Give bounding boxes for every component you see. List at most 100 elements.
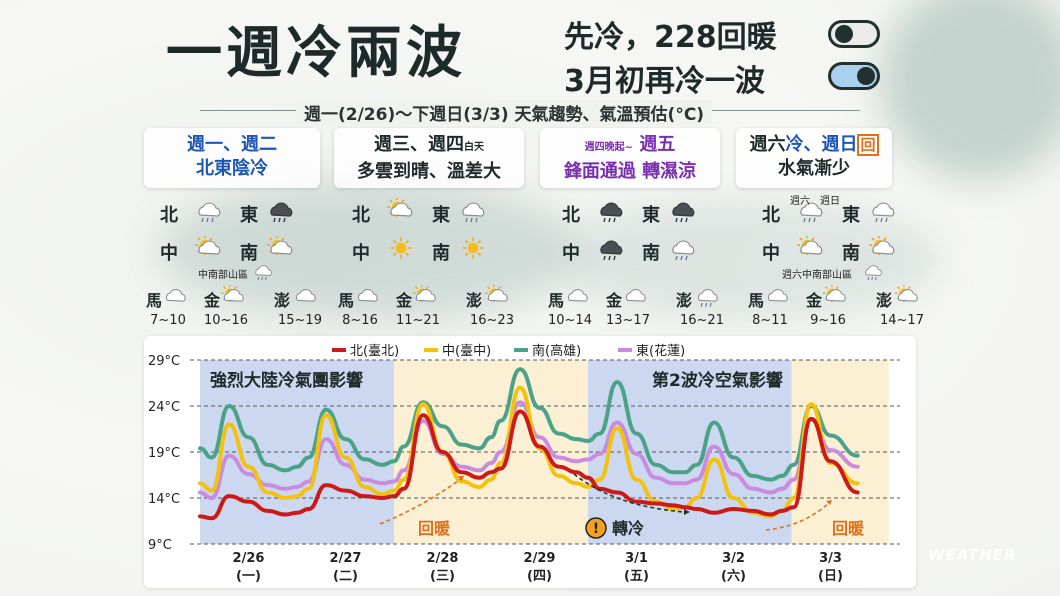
temp-range-penghu: 14~17 [880,313,924,328]
card-days-cold: 冷、週日 [785,134,858,155]
temp-range-matsu: 10~14 [548,313,592,328]
exclamation-icon [585,517,607,539]
region-label-east: 東 [240,205,258,226]
partly-cloudy-icon [195,236,221,255]
toggle-switch-on[interactable] [828,62,880,90]
page-title: 一週冷兩波 [166,21,466,86]
region-label-kinmen: 金 [606,291,623,310]
temperature-chart: 9°C 14°C 19°C 24°C 29°C 2/26 (一) 2/27 (二) 2/28 (三)… [144,336,916,588]
x-tick-date: 3/3 [819,551,842,566]
subtitle-line-1: 先冷，228回暖 [564,20,777,55]
toggle-knob [857,67,875,85]
cloud-rain-icon [800,202,823,223]
card-days: 週一、週二 [187,134,277,155]
arrow-head [826,500,832,505]
temp-range-kinmen: 10~16 [204,313,248,328]
dark-cloud-rain-icon [600,240,623,261]
cloud-rain-icon [255,265,272,281]
cloud-icon [567,289,588,302]
region-label-north: 北 [562,205,580,226]
card-days-note: 白天 [464,142,484,153]
x-tick-date: 2/28 [427,551,459,566]
region-label-kinmen: 金 [204,291,221,310]
date-range-caption: 週一(2/26)～下週日(3/3) 天氣趨勢、氣溫預估(°C) [296,100,713,125]
x-tick-dow: (一) [236,569,261,584]
legend-label: 北(臺北) [350,344,399,359]
warm-trend-arrow-1 [379,477,463,525]
dark-cloud-rain-icon [672,202,695,223]
warm-trend-arrow-2 [765,501,831,531]
sun-icon [390,237,412,259]
temp-range-kinmen: 9~16 [810,313,846,328]
cloud-icon [767,289,788,302]
x-tick-date: 2/26 [233,551,265,566]
annotation-cold-air-2: 第2波冷空氣影響 [652,370,783,391]
region-label-north: 北 [762,205,780,226]
x-tick-dow: (日) [818,569,843,584]
region-label-east: 東 [842,205,860,226]
card-summary: 鋒面通過 轉濕涼 [563,161,697,182]
legend-label: 中(臺中) [442,344,491,359]
toggle-switch-off[interactable] [828,20,880,48]
series-line-2 [198,367,860,482]
annotation-warm-1: 回暖 [418,519,451,538]
period-card-sat-sun: 週六冷、週日回 水氣漸少 [736,128,892,188]
x-tick-dow: (四) [527,569,552,584]
period-card-mon-tue: 週一、週二 北東陰冷 [144,128,320,188]
cloud-rain-icon [697,289,718,307]
region-label-penghu: 澎 [466,291,483,310]
region-label-kinmen: 金 [806,291,823,310]
region-label-penghu: 澎 [676,291,693,310]
partly-cloudy-icon [797,236,823,255]
y-tick-label: 29°C [148,354,180,369]
temp-range-kinmen: 11~21 [396,313,440,328]
cloud-rain-icon [865,265,882,281]
cloud-rain-icon [198,202,221,223]
card-days-warm: 回 [857,134,879,156]
temp-range-matsu: 8~11 [752,313,788,328]
chart-canvas: 9°C 14°C 19°C 24°C 29°C 2/26 (一) 2/27 (二) 2/28 (三)… [148,343,900,584]
y-tick-label: 24°C [148,400,180,415]
partly-cloudy-icon [387,198,413,217]
partly-cloudy-icon [894,285,918,303]
region-label-south: 南 [240,243,258,264]
x-tick-date: 3/2 [722,551,745,566]
period-card-fri: 週四晚起~ 週五 鋒面通過 轉濕涼 [540,128,720,188]
note-central-south-mountain: 中南部山區 [198,270,248,281]
note-sun: 週日 [820,196,840,207]
region-label-south: 南 [842,243,860,264]
partly-cloudy-icon [412,285,436,303]
region-label-north: 北 [160,205,178,226]
x-tick-date: 3/1 [625,551,648,566]
region-label-central: 中 [160,243,178,264]
annotation-cold-air-1: 強烈大陸冷氣團影響 [210,370,363,391]
background-foliage [880,0,1060,180]
cloud-icon [165,289,186,302]
card-summary: 水氣漸少 [778,158,850,179]
temp-range-penghu: 16~21 [680,313,724,328]
series-line-0 [198,409,860,521]
temp-range-penghu: 15~19 [278,313,322,328]
series-line-1 [198,385,860,519]
toggle-knob [835,25,853,43]
annotation-cold: 轉冷 [612,519,644,538]
region-label-east: 東 [642,205,660,226]
cloud-icon [295,289,316,302]
region-label-kinmen: 金 [396,291,413,310]
region-label-matsu: 馬 [338,291,355,310]
partly-cloudy-icon [869,236,895,255]
dark-cloud-rain-icon [270,202,293,223]
partly-cloudy-icon [822,285,846,303]
cloud-rain-icon [672,240,695,261]
region-label-north: 北 [352,205,370,226]
cloud-rain-icon [462,202,485,223]
series-line-3 [198,400,860,500]
exclamation-glyph: ! [593,521,599,537]
x-tick-date: 2/29 [524,551,556,566]
partly-cloudy-icon [484,285,508,303]
region-label-central: 中 [352,243,370,264]
card-summary: 多雲到晴、溫差大 [357,161,501,182]
card-days-note: 週四晚起~ [584,142,634,153]
temp-range-penghu: 16~23 [470,313,514,328]
subtitle-line-2: 3月初再冷一波 [564,64,765,99]
